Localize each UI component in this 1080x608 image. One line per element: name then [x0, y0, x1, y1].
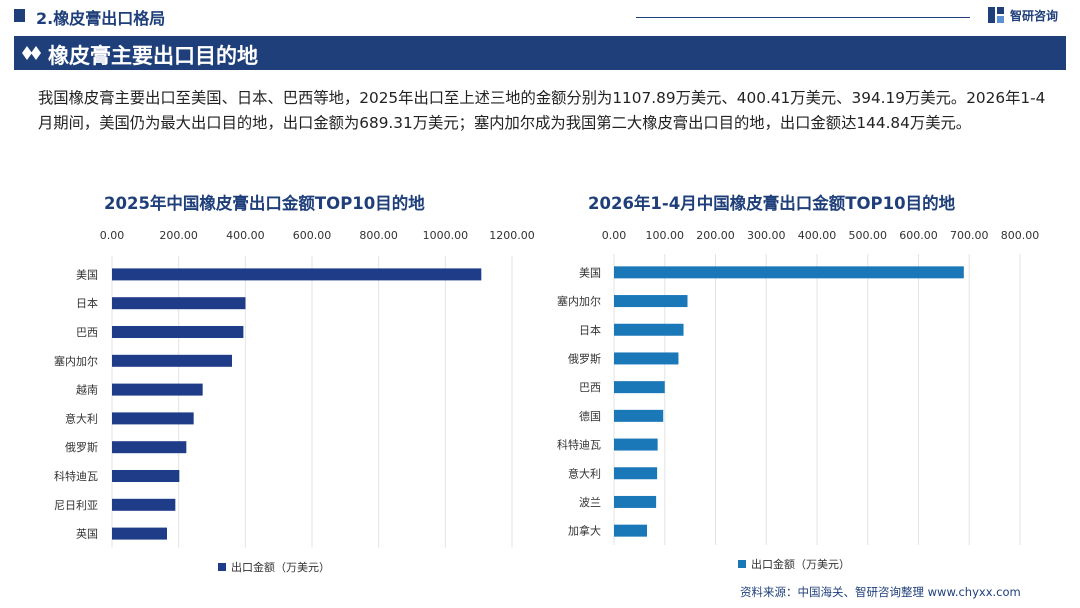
bar-2026-5	[614, 381, 665, 394]
category-label: 俄罗斯	[65, 441, 98, 454]
category-label: 德国	[579, 409, 601, 423]
source-note: 资料来源：中国海关、智研咨询整理 www.chyxx.com	[740, 585, 1021, 599]
legend-label-2025: 出口金额（万美元）	[231, 561, 330, 574]
chart-title-2025: 2025年中国橡皮膏出口金额TOP10目的地	[104, 194, 425, 213]
banner-title: 橡皮膏主要出口目的地	[48, 44, 258, 68]
bar-2025-4	[112, 354, 232, 367]
bar-2025-1	[112, 268, 482, 281]
category-label: 塞内加尔	[54, 354, 98, 368]
x-tick-label: 1200.00	[489, 229, 535, 242]
x-tick-label: 600.00	[899, 229, 938, 242]
category-label: 波兰	[579, 496, 601, 509]
legend-swatch-2025	[218, 563, 226, 571]
bar-2026-9	[614, 495, 657, 508]
diamond-icon	[22, 46, 41, 60]
intro-paragraph: 我国橡皮膏主要出口至美国、日本、巴西等地，2025年出口至上述三地的金额分别为1…	[38, 89, 1046, 132]
category-label: 俄罗斯	[568, 352, 601, 365]
category-label: 巴西	[579, 381, 601, 394]
category-label: 美国	[579, 266, 601, 279]
logo-icon	[988, 7, 1004, 23]
bar-2025-10	[112, 527, 167, 540]
x-tick-label: 600.00	[293, 229, 332, 242]
bar-2025-5	[112, 383, 203, 396]
category-label: 越南	[76, 383, 98, 397]
bar-2026-7	[614, 438, 658, 451]
category-label: 尼日利亚	[54, 499, 98, 512]
bar-2026-3	[614, 323, 684, 336]
header-divider	[636, 17, 970, 18]
category-label: 科特迪瓦	[54, 469, 98, 483]
category-label: 英国	[76, 527, 98, 541]
bar-2025-2	[112, 297, 246, 310]
x-tick-label: 800.00	[1001, 229, 1040, 242]
x-tick-label: 400.00	[798, 229, 837, 242]
category-label: 巴西	[76, 326, 98, 339]
x-tick-label: 500.00	[849, 229, 888, 242]
x-tick-label: 800.00	[359, 229, 398, 242]
section-title: 2.橡皮膏出口格局	[36, 9, 166, 28]
x-tick-label: 700.00	[950, 229, 989, 242]
logo: 智研咨询	[987, 6, 1058, 24]
legend-2026: 出口金额（万美元）	[738, 556, 850, 572]
chart-title-2026: 2026年1-4月中国橡皮膏出口金额TOP10目的地	[588, 194, 956, 213]
bar-2026-8	[614, 467, 658, 480]
bar-2026-2	[614, 295, 688, 308]
top-bar: 2.橡皮膏出口格局 智研咨询	[0, 0, 1080, 32]
category-label: 美国	[76, 268, 98, 281]
bar-2026-10	[614, 524, 647, 537]
x-tick-label: 0.00	[100, 229, 125, 242]
bar-2026-4	[614, 352, 679, 365]
x-tick-label: 200.00	[159, 229, 198, 242]
x-tick-label: 1000.00	[423, 229, 469, 242]
bar-2025-7	[112, 441, 187, 454]
section-marker	[14, 9, 25, 22]
bar-2025-9	[112, 498, 176, 511]
x-tick-label: 0.00	[602, 229, 627, 242]
banner: 橡皮膏主要出口目的地	[14, 36, 1066, 70]
bar-2025-6	[112, 412, 194, 425]
category-label: 意大利	[65, 411, 98, 425]
bar-2025-3	[112, 326, 244, 338]
legend-2025: 出口金额（万美元）	[218, 559, 330, 575]
bar-2026-1	[614, 266, 964, 279]
x-tick-label: 200.00	[696, 229, 735, 242]
category-label: 意大利	[568, 466, 601, 480]
bar-2026-6	[614, 409, 664, 422]
legend-swatch-2026	[738, 560, 746, 568]
x-tick-label: 400.00	[226, 229, 265, 242]
category-label: 日本	[579, 323, 601, 337]
logo-text: 智研咨询	[1010, 8, 1059, 23]
legend-label-2026: 出口金额（万美元）	[751, 558, 850, 571]
category-label: 加拿大	[568, 524, 601, 538]
x-tick-label: 300.00	[747, 229, 786, 242]
x-tick-label: 100.00	[646, 229, 685, 242]
category-label: 日本	[76, 296, 98, 310]
category-label: 科特迪瓦	[557, 438, 601, 452]
bar-2025-8	[112, 470, 180, 482]
category-label: 塞内加尔	[557, 294, 601, 308]
